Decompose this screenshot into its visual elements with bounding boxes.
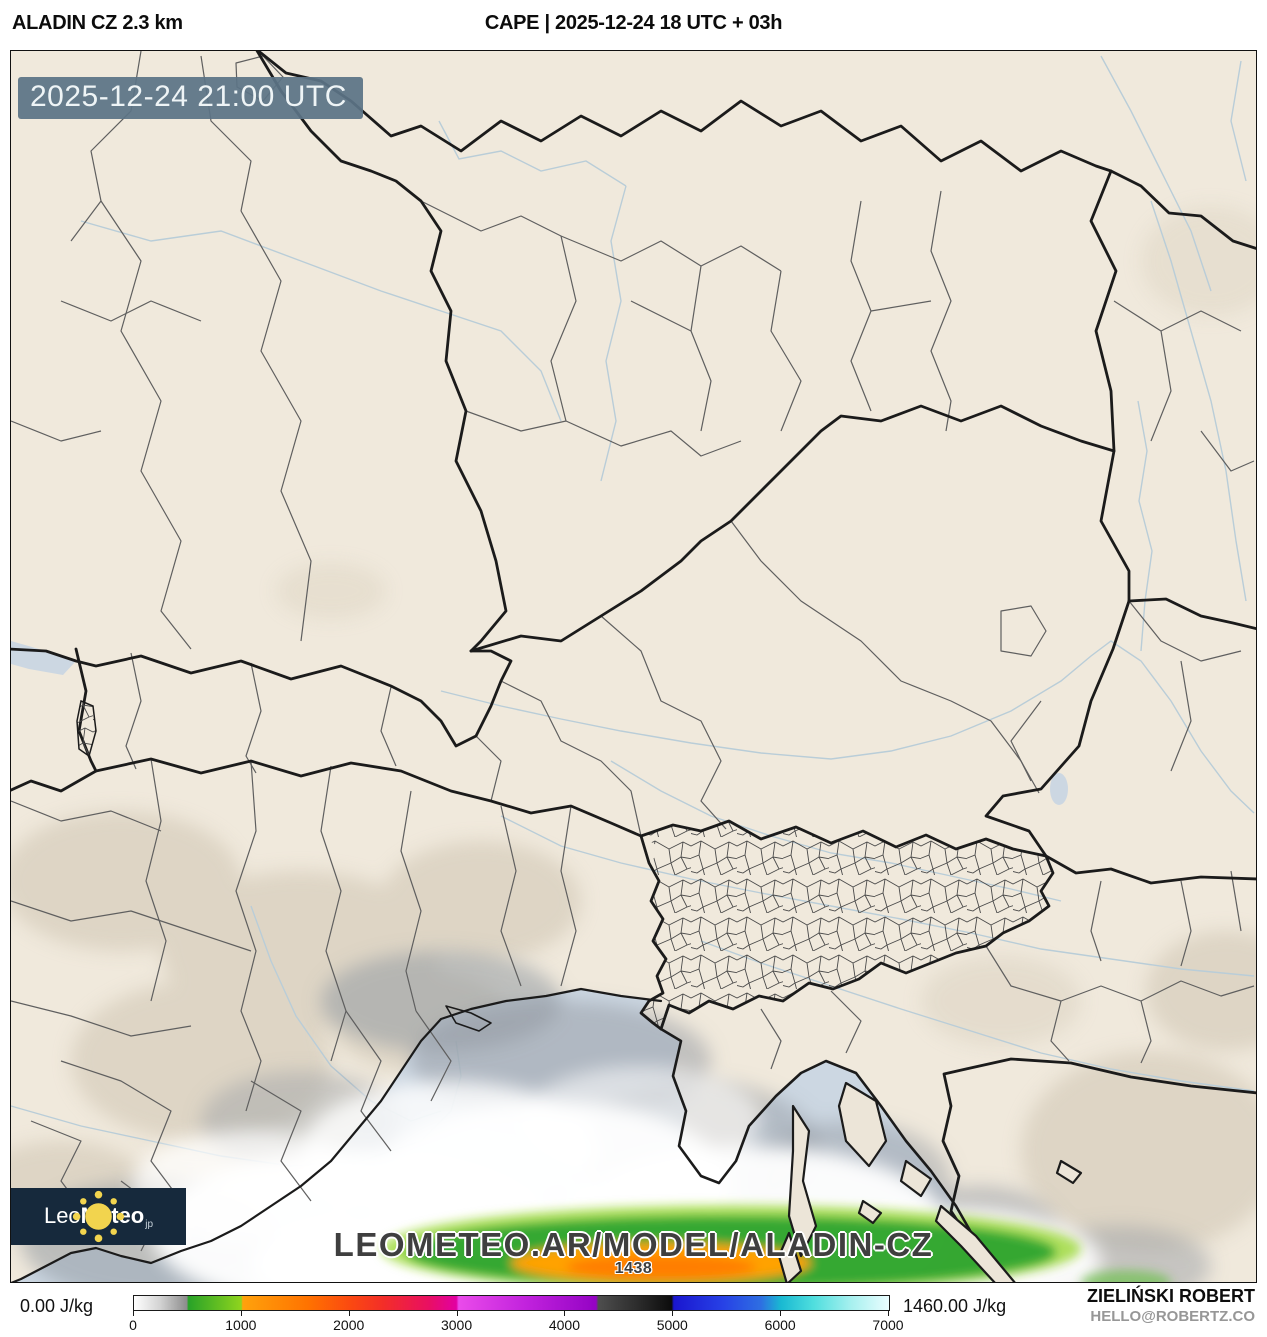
colorbar-tick xyxy=(672,1311,674,1316)
header-bar: ALADIN CZ 2.3 km CAPE | 2025-12-24 18 UT… xyxy=(0,0,1267,50)
logo-suffix: jp xyxy=(145,1219,154,1230)
slovenia-municipalities xyxy=(641,821,1053,1029)
colorbar-tick-label: 4000 xyxy=(548,1317,580,1333)
lake-neusiedl xyxy=(1050,773,1068,805)
colorbar-tick-label: 1000 xyxy=(225,1317,257,1333)
cape-max-band xyxy=(381,1205,1171,1282)
colorbar-tick xyxy=(564,1311,566,1316)
adriatic-islands xyxy=(777,1081,1083,1282)
legend-bar: 0.00 J/kg 0 1000 2000 3000 4000 5000 6000 7000 … xyxy=(0,1283,1267,1337)
liechtenstein xyxy=(76,699,97,758)
colorbar-tick xyxy=(133,1311,134,1316)
colorbar-tick-label: 6000 xyxy=(764,1317,796,1333)
regional-borders xyxy=(11,51,1255,1252)
colorbar-tick-label: 7000 xyxy=(872,1317,904,1333)
colorbar xyxy=(133,1295,890,1311)
national-borders xyxy=(11,51,1256,1282)
sun-icon xyxy=(72,1190,125,1243)
colorbar-tick-label: 5000 xyxy=(656,1317,688,1333)
colorbar-tick-label: 0 xyxy=(129,1317,137,1333)
credits-block: ZIELIŃSKI ROBERT HELLO@ROBERTZ.CO xyxy=(1087,1285,1255,1326)
colorbar-tick-label: 2000 xyxy=(333,1317,365,1333)
map-canvas xyxy=(11,51,1256,1282)
colorbar-tick xyxy=(240,1311,242,1316)
colorbar-tick-label: 3000 xyxy=(440,1317,473,1333)
product-title: CAPE | 2025-12-24 18 UTC + 03h xyxy=(484,12,783,34)
legend-max-label: 1460.00 J/kg xyxy=(903,1296,1007,1316)
model-title: ALADIN CZ 2.3 km xyxy=(12,12,183,34)
colorbar-tick xyxy=(456,1311,458,1316)
colorbar-tick xyxy=(348,1311,350,1316)
colorbar-tick xyxy=(888,1311,889,1316)
author-name: ZIELIŃSKI ROBERT xyxy=(1086,1286,1255,1306)
valid-time-badge: 2025-12-24 21:00 UTC xyxy=(18,77,363,119)
colorbar-tick xyxy=(780,1311,782,1316)
author-contact: HELLO@ROBERTZ.CO xyxy=(1090,1307,1255,1325)
legend-min-label: 0.00 J/kg xyxy=(20,1296,94,1316)
map-viewport[interactable]: 2025-12-24 21:00 UTC LEOMETEO.AR/MODEL/A… xyxy=(10,50,1257,1283)
leometeo-logo[interactable]: LeoMeteojp xyxy=(11,1188,186,1245)
colorbar-wrap: 0 1000 2000 3000 4000 5000 6000 7000 xyxy=(129,1295,904,1335)
